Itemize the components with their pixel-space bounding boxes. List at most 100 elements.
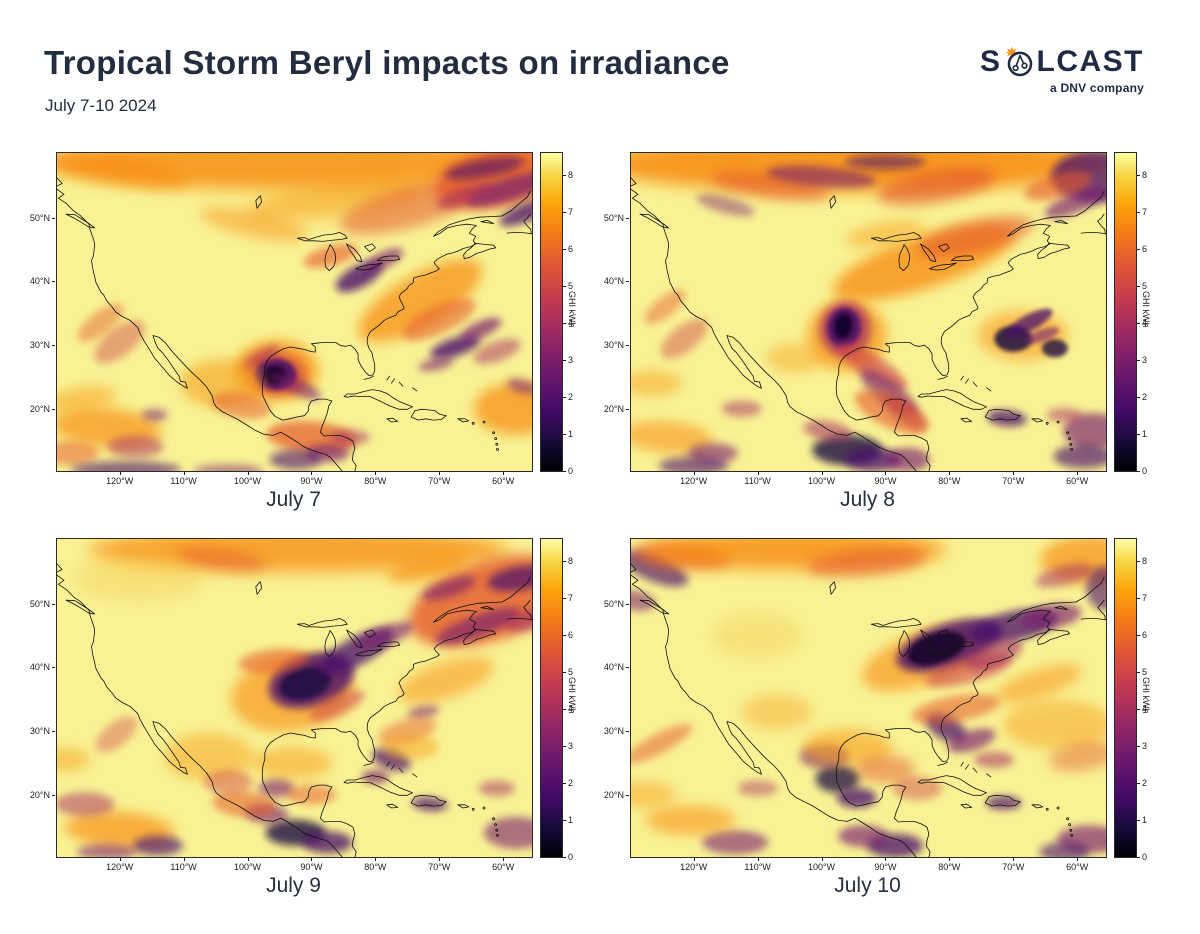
y-tick-mark: [52, 345, 55, 347]
x-tick-mark: [1013, 472, 1015, 475]
irradiance-map-july-10: [630, 538, 1107, 858]
colorbar-tick-label: 0: [1142, 852, 1148, 862]
colorbar-tick-label: 5: [1142, 281, 1148, 292]
y-tick-mark: [626, 408, 629, 410]
colorbar-tick-mark: [1137, 323, 1140, 325]
colorbar-tick-label: 0: [1142, 466, 1148, 476]
colorbar-tick-mark: [1137, 746, 1140, 748]
x-tick-mark: [311, 858, 313, 861]
colorbar-tick-mark: [1137, 212, 1140, 214]
logo-tagline: a DNV company: [1050, 81, 1144, 95]
x-tick-label: 110°W: [170, 862, 197, 872]
x-tick-label: 70°W: [428, 476, 451, 486]
colorbar-tick-label: 6: [568, 244, 574, 255]
panel-caption: July 7: [266, 488, 321, 511]
coastlines: [57, 563, 532, 857]
colorbar-tick-mark: [1137, 471, 1140, 472]
colorbar-tick-mark: [1137, 434, 1140, 436]
y-tick-mark: [52, 408, 55, 410]
y-tick-label: 50°N: [29, 212, 50, 223]
y-tick-label: 50°N: [603, 598, 624, 609]
irradiance-map-july-8: [630, 152, 1107, 472]
colorbar-tick-label: 6: [568, 630, 574, 641]
x-tick-mark: [439, 472, 441, 475]
colorbar-tick-mark: [563, 286, 566, 288]
x-tick-label: 60°W: [492, 862, 515, 872]
y-tick-label: 30°N: [29, 726, 50, 737]
x-tick-mark: [949, 858, 951, 861]
x-tick-mark: [1077, 472, 1079, 475]
colorbar-tick-label: 5: [1142, 667, 1148, 678]
x-tick-label: 100°W: [233, 862, 262, 872]
x-tick-label: 110°W: [744, 476, 771, 486]
x-tick-label: 120°W: [680, 476, 708, 486]
x-tick-mark: [1013, 858, 1015, 861]
x-tick-mark: [757, 858, 759, 861]
y-tick-label: 50°N: [29, 598, 50, 609]
colorbar-tick-label: 5: [568, 667, 574, 678]
colorbar: [1114, 538, 1137, 858]
colorbar-tick-label: 3: [1142, 355, 1148, 366]
y-tick-label: 50°N: [603, 212, 624, 223]
solcast-wordmark: S LCAST: [980, 44, 1144, 78]
map-panel-july-9: 120°W 110°W 100°W 90°W 80°W 70°W 60°W 50°N 40°N 3…: [30, 538, 656, 918]
colorbar-tick-label: 4: [568, 318, 574, 329]
x-tick-mark: [375, 472, 377, 475]
colorbar-tick-label: 3: [568, 355, 574, 366]
x-tick-label: 60°W: [1066, 476, 1089, 486]
x-tick-label: 120°W: [680, 862, 708, 872]
colorbar-tick-label: 0: [568, 852, 574, 862]
colorbar-tick-mark: [1137, 360, 1140, 362]
y-tick-mark: [52, 281, 55, 283]
x-tick-mark: [885, 472, 887, 475]
colorbar-tick-label: 2: [568, 778, 574, 789]
colorbar-tick-mark: [1137, 783, 1140, 785]
irradiance-map-july-9: [56, 538, 533, 858]
x-tick-label: 100°W: [807, 476, 836, 486]
colorbar-tick-label: 6: [1142, 244, 1148, 255]
colorbar-label: GHI kWh: [1141, 291, 1151, 328]
x-tick-label: 90°W: [874, 476, 897, 486]
x-tick-label: 100°W: [233, 476, 262, 486]
colorbar-tick-mark: [1137, 286, 1140, 288]
colorbar-tick-label: 8: [568, 556, 574, 567]
map-panel-july-10: 120°W 110°W 100°W 90°W 80°W 70°W 60°W 50°N 40°N 3…: [604, 538, 1200, 918]
panel-caption: July 9: [266, 874, 321, 897]
colorbar-tick-mark: [563, 857, 566, 858]
x-tick-label: 80°W: [938, 862, 961, 872]
colorbar-tick-mark: [1137, 820, 1140, 822]
colorbar-tick-label: 2: [1142, 778, 1148, 789]
colorbar-label: GHI kWh: [567, 677, 577, 714]
colorbar-tick-label: 6: [1142, 630, 1148, 641]
colorbar-tick-mark: [1137, 561, 1140, 563]
x-tick-label: 70°W: [1002, 476, 1025, 486]
colorbar-tick-mark: [563, 635, 566, 637]
x-tick-mark: [375, 858, 377, 861]
y-tick-mark: [52, 217, 55, 219]
colorbar-tick-mark: [1137, 397, 1140, 399]
x-tick-mark: [885, 858, 887, 861]
y-tick-mark: [626, 667, 629, 669]
colorbar: [1114, 152, 1137, 472]
x-tick-mark: [949, 472, 951, 475]
logo-letter-s: S: [979, 44, 1002, 78]
y-tick-label: 20°N: [29, 789, 50, 800]
y-tick-label: 40°N: [29, 662, 50, 673]
y-tick-label: 20°N: [603, 403, 624, 414]
colorbar-tick-mark: [1137, 635, 1140, 637]
y-tick-mark: [626, 217, 629, 219]
panel-caption: July 10: [834, 874, 901, 897]
colorbar-tick-mark: [563, 323, 566, 325]
x-tick-mark: [821, 472, 823, 475]
x-tick-mark: [183, 858, 185, 861]
x-tick-mark: [119, 472, 121, 475]
colorbar-label: GHI kWh: [567, 291, 577, 328]
colorbar: [540, 152, 563, 472]
x-tick-mark: [119, 858, 121, 861]
y-tick-label: 30°N: [603, 340, 624, 351]
y-tick-label: 30°N: [603, 726, 624, 737]
y-tick-label: 40°N: [29, 276, 50, 287]
logo-letters-lcast: LCAST: [1036, 44, 1144, 78]
colorbar-tick-label: 7: [1142, 593, 1148, 604]
